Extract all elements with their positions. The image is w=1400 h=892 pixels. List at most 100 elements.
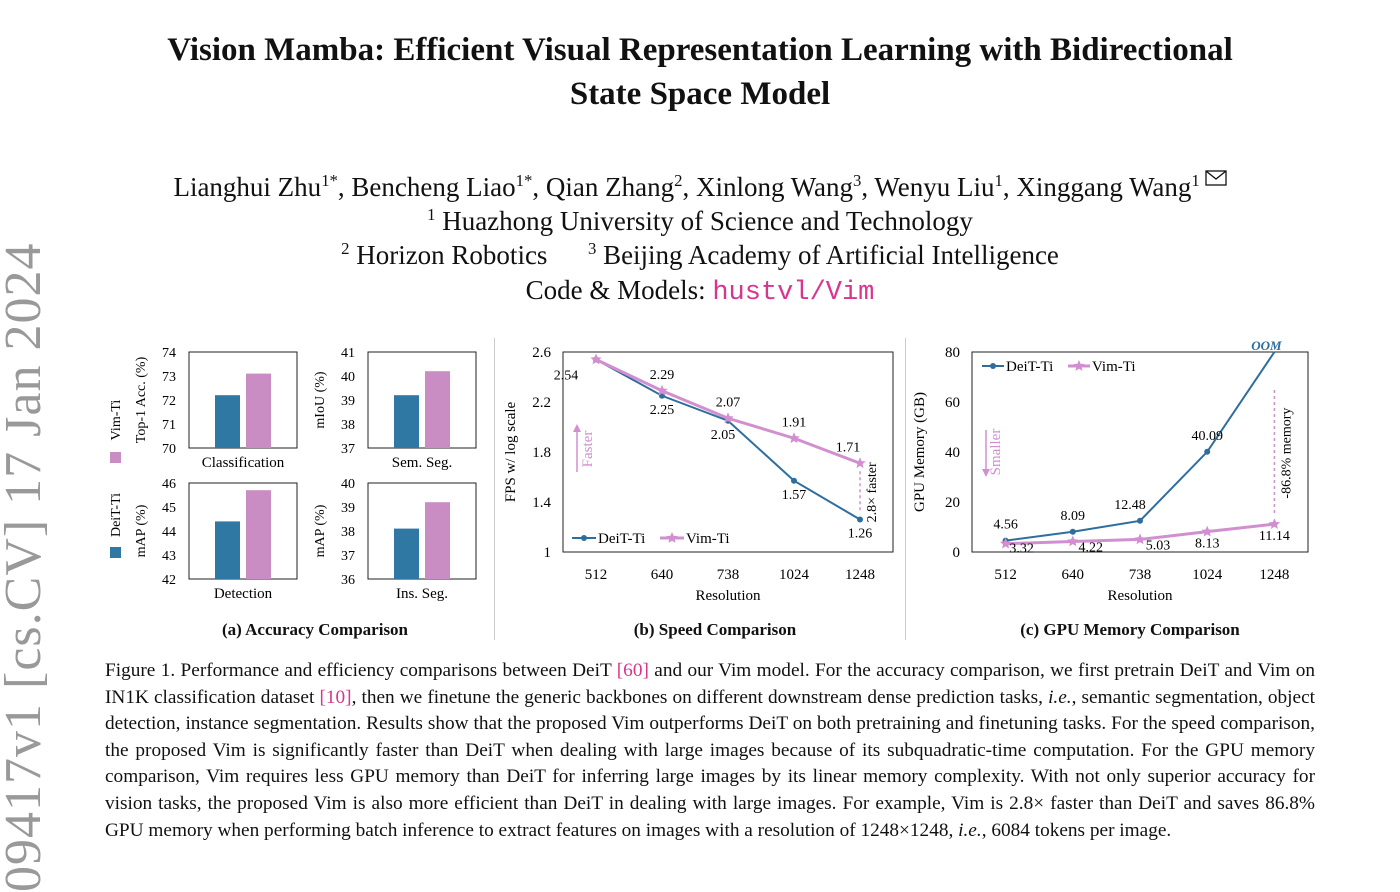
x-tick-label: 738 xyxy=(717,567,740,583)
author: Bencheng Liao xyxy=(351,172,516,202)
x-tick-label: 1024 xyxy=(779,567,810,583)
tick-label: 43 xyxy=(162,549,176,564)
y-tick-label: 40 xyxy=(945,445,960,461)
plot-frame xyxy=(562,351,894,553)
bar xyxy=(394,528,419,579)
data-label: 40.09 xyxy=(1191,429,1223,444)
panel-divider xyxy=(905,338,906,640)
legend-marker xyxy=(990,363,996,369)
x-tick-label: 1024 xyxy=(1192,567,1223,583)
data-point xyxy=(722,412,734,424)
author: Wenyu Liu xyxy=(874,172,995,202)
plot-frame xyxy=(188,351,298,449)
code-line: Code & Models: hustvl/Vim xyxy=(525,275,875,308)
legend-label: Vim-Ti xyxy=(686,531,730,547)
data-point xyxy=(999,537,1012,549)
data-label: 8.13 xyxy=(1195,537,1220,552)
bar xyxy=(215,521,240,579)
bar xyxy=(425,502,450,579)
data-point xyxy=(1134,533,1146,545)
tick-label: 73 xyxy=(162,370,176,385)
affiliation-1: 1 Huazhong University of Science and Tec… xyxy=(427,204,973,236)
x-axis-label: Resolution xyxy=(1107,588,1173,604)
accuracy-chart: 70 71 72 73 74 Classification Top-1 Acc. (%) 37… xyxy=(109,346,477,602)
citation-link[interactable]: [60] xyxy=(616,660,649,681)
y-tick-label: 20 xyxy=(945,495,960,511)
plot-frame xyxy=(971,351,1309,553)
panel-divider xyxy=(494,338,495,640)
y-tick-label: 2.6 xyxy=(532,345,551,361)
legend-label: DeiT-Ti xyxy=(598,531,645,547)
panel-label: Sem. Seg. xyxy=(392,455,452,471)
data-label: 3.32 xyxy=(1009,542,1034,557)
subcaption-a: (a) Accuracy Comparison xyxy=(221,620,409,639)
y-axis-label: FPS w/ log scale xyxy=(503,401,519,502)
x-tick-label: 738 xyxy=(1129,567,1152,583)
title-line-2: State Space Model xyxy=(569,76,831,112)
bar xyxy=(394,395,419,448)
code-link[interactable]: hustvl/Vim xyxy=(712,278,875,308)
envelope-icon[interactable] xyxy=(1204,170,1227,186)
data-point xyxy=(791,477,797,484)
y-axis-label: mIoU (%) xyxy=(313,371,328,428)
y-axis-label: GPU Memory (GB) xyxy=(912,392,928,512)
data-point xyxy=(857,516,863,523)
tick-label: 38 xyxy=(341,525,355,540)
citation-link[interactable]: [10] xyxy=(319,686,352,708)
data-label: 1.91 xyxy=(782,415,807,430)
data-label: 1.57 xyxy=(782,488,807,503)
data-point xyxy=(656,384,668,396)
tick-label: 40 xyxy=(341,370,355,385)
legend-label: Vim-Ti xyxy=(109,400,124,441)
tick-label: 39 xyxy=(341,501,355,516)
legend-label: DeiT-Ti xyxy=(1006,359,1053,375)
memory-chart: 512 640 738 1024 1248 0 20 40 60 80 Resolution GPU … xyxy=(912,338,1309,604)
x-tick-label: 512 xyxy=(994,567,1017,583)
y-tick-label: 1.4 xyxy=(532,495,551,511)
oom-label: OOM xyxy=(1251,338,1282,353)
data-label: 2.54 xyxy=(554,369,579,384)
affiliation-2-3: 2 Horizon Robotics 3 Beijing Academy of … xyxy=(341,238,1059,270)
data-point xyxy=(666,532,678,543)
y-tick-label: 60 xyxy=(945,395,960,411)
plot-frame xyxy=(367,482,477,580)
title-line-1: Vision Mamba: Efficient Visual Represent… xyxy=(167,32,1233,68)
y-tick-label: 0 xyxy=(953,545,961,561)
data-label: 2.07 xyxy=(716,395,741,410)
figure-caption: Figure 1. Performance and efficiency com… xyxy=(105,660,1315,841)
data-point xyxy=(1067,535,1079,547)
bar xyxy=(246,490,271,579)
data-label: 11.14 xyxy=(1259,529,1290,544)
tick-label: 39 xyxy=(341,394,355,409)
data-label: 4.22 xyxy=(1079,540,1104,555)
speed-chart: 512 640 738 1024 1248 1 1.4 1.8 2.2 2.6 Resolution… xyxy=(503,345,894,604)
data-point xyxy=(1204,448,1211,455)
legend-swatch xyxy=(110,452,121,463)
annotation-text: Smaller xyxy=(988,429,1004,476)
x-tick-label: 512 xyxy=(585,567,608,583)
bar xyxy=(246,373,271,448)
data-point xyxy=(1073,360,1085,371)
x-tick-label: 1248 xyxy=(1259,567,1289,583)
author: Xinggang Wang xyxy=(1016,172,1192,202)
arrow-head xyxy=(573,424,581,432)
y-axis-label: Top-1 Acc. (%) xyxy=(134,356,149,443)
author: Lianghui Zhu xyxy=(173,172,322,202)
data-point xyxy=(590,353,602,365)
data-point xyxy=(788,432,800,444)
tick-label: 41 xyxy=(341,346,355,361)
tick-label: 72 xyxy=(162,394,176,409)
data-point xyxy=(1069,528,1076,535)
annotation-text: 2.8× faster xyxy=(865,462,880,522)
subcaption-c: (c) GPU Memory Comparison xyxy=(1020,620,1240,639)
data-label: 4.56 xyxy=(993,518,1018,533)
data-label: 2.25 xyxy=(650,403,675,418)
tick-label: 36 xyxy=(341,573,355,588)
legend-label: DeiT-Ti xyxy=(109,493,124,537)
plot-frame xyxy=(367,351,477,449)
y-axis-label: mAP (%) xyxy=(313,504,328,557)
y-axis-label: mAP (%) xyxy=(134,504,149,557)
arrow-head xyxy=(982,469,990,477)
x-tick-label: 640 xyxy=(1062,567,1085,583)
data-label: 2.29 xyxy=(650,368,675,383)
